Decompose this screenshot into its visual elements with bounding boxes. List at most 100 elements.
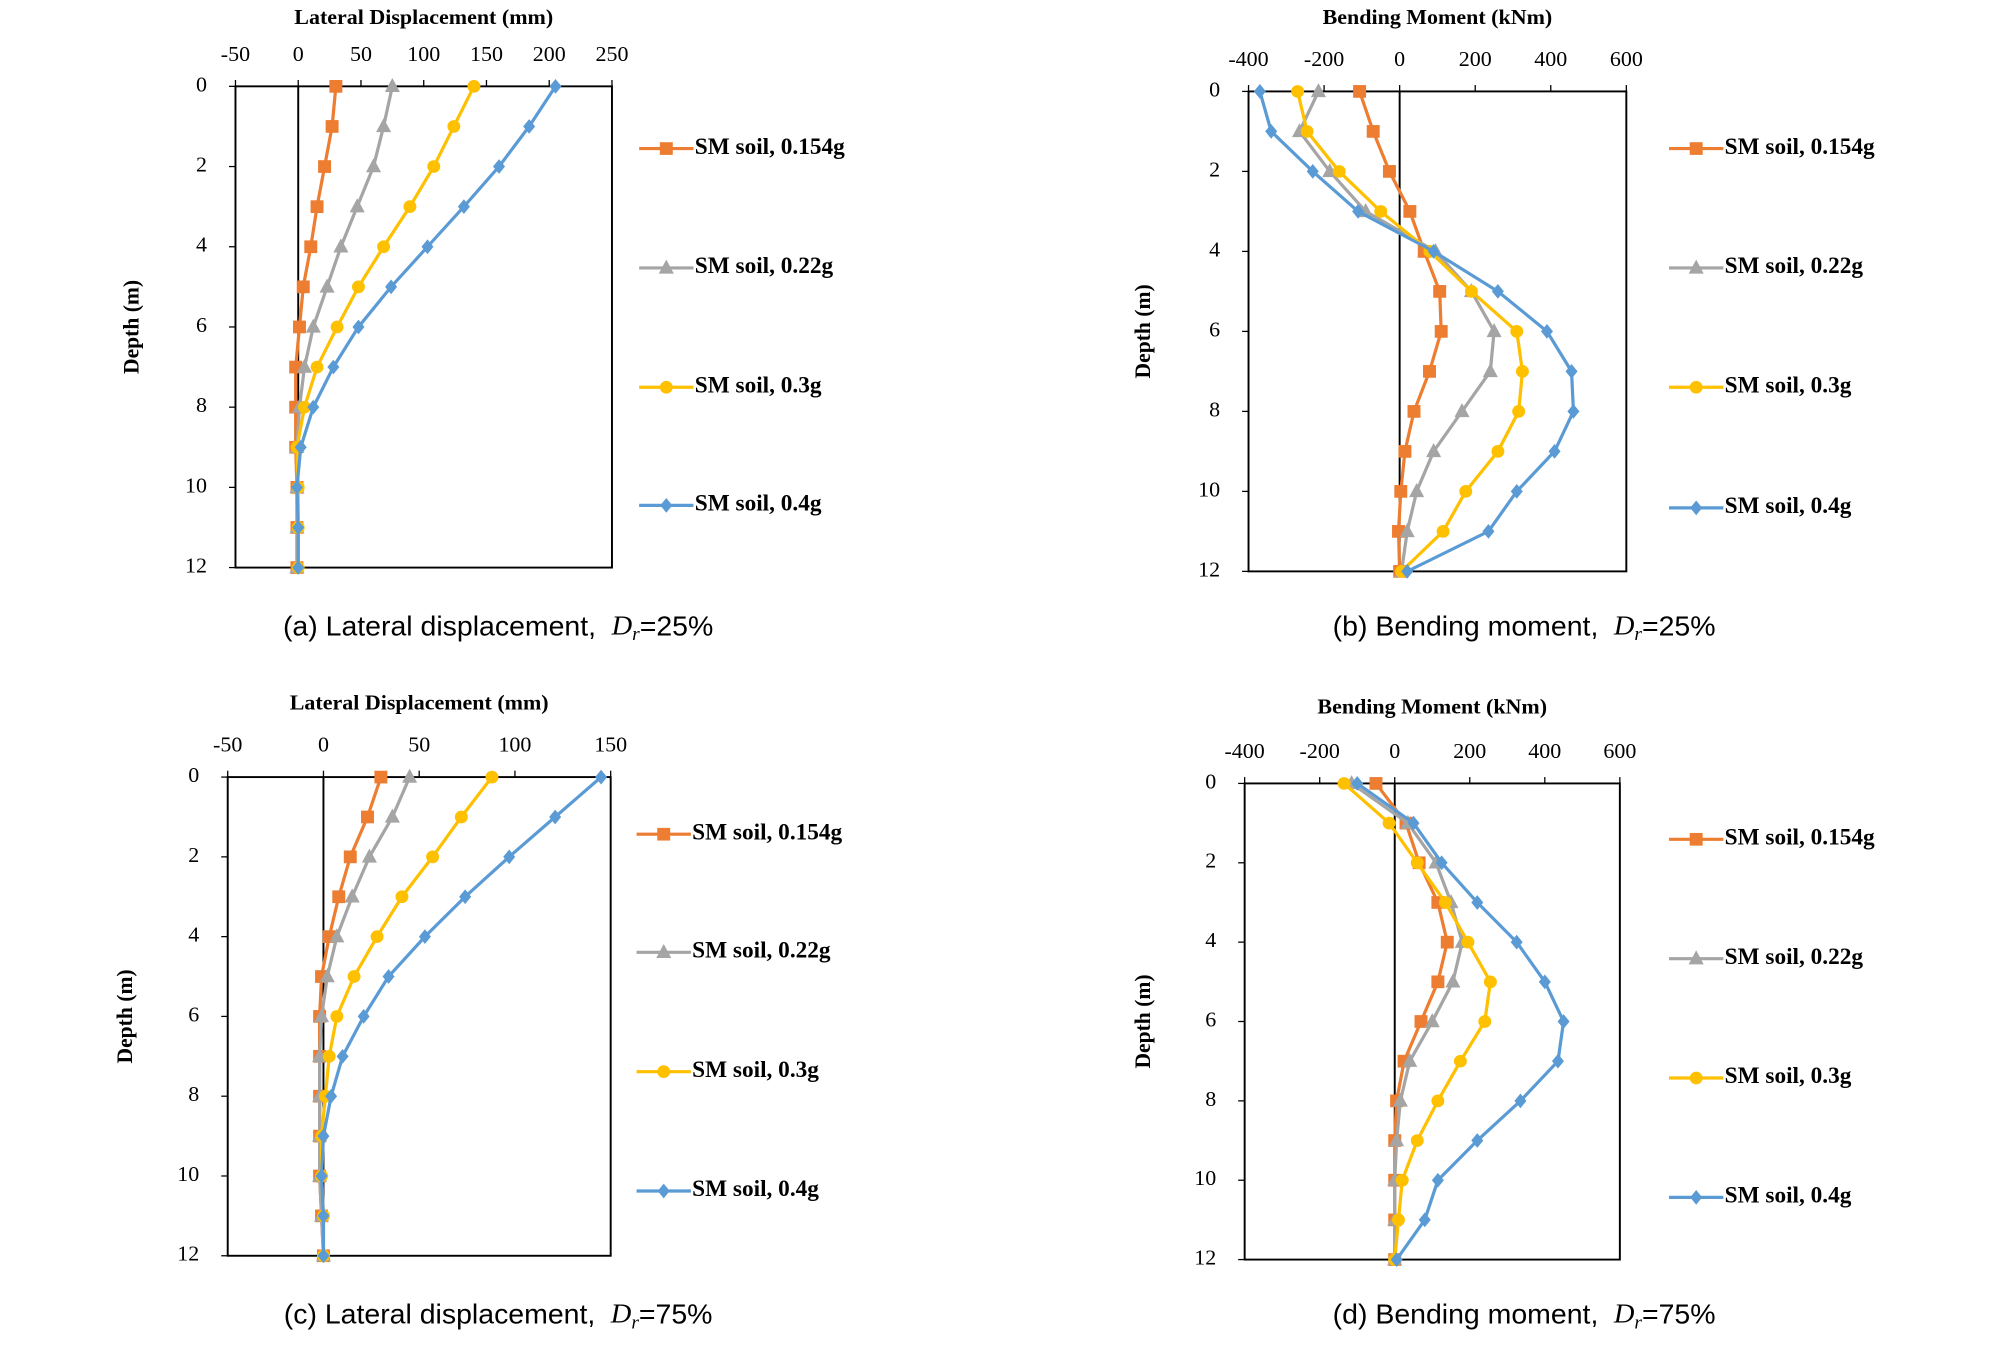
- x-tick-label: -400: [1228, 47, 1268, 71]
- marker: [1253, 84, 1266, 99]
- series-line: [1296, 91, 1525, 573]
- marker: [1433, 285, 1447, 298]
- marker: [1565, 364, 1578, 379]
- marker: [493, 159, 506, 174]
- marker: [317, 1128, 330, 1144]
- marker: [403, 200, 417, 213]
- legend-label: SM soil, 0.3g: [1725, 1062, 1852, 1088]
- y-tick-label: 10: [177, 1162, 199, 1186]
- legend-marker: [1689, 380, 1703, 394]
- marker: [1394, 485, 1408, 498]
- marker: [1427, 244, 1440, 259]
- marker: [1538, 974, 1551, 990]
- marker: [1306, 164, 1319, 179]
- y-tick-label: 8: [188, 1082, 199, 1106]
- chart-title: Lateral Displacement (mm): [290, 691, 549, 715]
- marker: [1434, 325, 1448, 338]
- marker: [310, 360, 324, 374]
- legend-label: SM soil, 0.22g: [692, 937, 831, 963]
- marker: [336, 1048, 349, 1064]
- marker: [1431, 1172, 1444, 1188]
- marker: [1398, 445, 1412, 458]
- marker: [325, 1088, 338, 1104]
- marker: [1392, 1213, 1405, 1227]
- y-tick-label: 6: [188, 1003, 199, 1027]
- marker: [1352, 204, 1365, 219]
- marker: [595, 769, 608, 785]
- plot-frame: [1243, 782, 1621, 1261]
- marker: [1482, 524, 1495, 539]
- x-tick-label: 150: [470, 42, 503, 66]
- x-tick-label: 600: [1603, 739, 1636, 763]
- marker: [1337, 777, 1351, 790]
- marker: [317, 1248, 330, 1264]
- caption: (c) Lateral displacement, Dr=75%: [284, 1298, 713, 1333]
- caption-value: =25%: [640, 610, 714, 642]
- marker: [344, 888, 360, 903]
- series-line: [1350, 782, 1464, 1260]
- marker: [1440, 935, 1454, 949]
- marker: [1389, 1132, 1405, 1147]
- y-tick-label: 12: [177, 1242, 199, 1266]
- marker: [318, 160, 332, 173]
- caption-symbol: D: [611, 611, 633, 642]
- legend-label: SM soil, 0.154g: [692, 819, 842, 845]
- legend-marker: [1688, 950, 1704, 965]
- marker: [1366, 125, 1380, 138]
- legend-marker: [657, 827, 671, 841]
- y-tick-label: 6: [1205, 1008, 1216, 1032]
- y-tick-label: 4: [188, 923, 199, 947]
- marker: [1401, 564, 1414, 579]
- marker: [1471, 1133, 1484, 1148]
- marker: [1431, 975, 1445, 989]
- marker: [329, 928, 345, 943]
- x-tick-label: 50: [350, 42, 372, 66]
- y-tick-label: 10: [1194, 1166, 1216, 1190]
- marker: [459, 889, 472, 905]
- marker: [317, 1208, 330, 1224]
- legend-label: SM soil, 0.3g: [692, 1056, 819, 1082]
- marker: [1382, 816, 1396, 830]
- marker: [1491, 284, 1504, 299]
- marker: [333, 238, 349, 253]
- caption-subscript: r: [631, 1313, 639, 1334]
- y-tick-label: 0: [1209, 78, 1220, 102]
- legend-label: SM soil, 0.4g: [695, 490, 822, 516]
- legend-marker: [658, 259, 674, 274]
- marker: [1402, 1052, 1418, 1067]
- x-tick-label: -50: [221, 42, 250, 66]
- x-tick-label: 0: [293, 42, 304, 66]
- x-tick-label: 50: [408, 733, 430, 757]
- plot-frame: [234, 85, 613, 569]
- marker: [457, 199, 470, 215]
- marker: [361, 848, 377, 863]
- legend-marker: [659, 142, 673, 155]
- marker: [325, 120, 339, 133]
- x-tick-label: 200: [533, 42, 566, 66]
- legend-label: SM soil, 0.3g: [1725, 372, 1852, 398]
- chart: Bending Moment (kNm) -400 -200 0 200 400 600 0 2…: [1131, 695, 1875, 1334]
- x-tick-label: 150: [594, 733, 627, 757]
- marker: [1399, 523, 1415, 538]
- legend-marker: [1688, 259, 1704, 274]
- marker: [310, 200, 324, 213]
- marker: [1332, 165, 1346, 178]
- legend-marker: [1690, 1189, 1703, 1205]
- marker: [1461, 935, 1475, 949]
- legend-label: SM soil, 0.22g: [1725, 943, 1864, 969]
- plot-frame: [226, 776, 612, 1257]
- legend-label: SM soil, 0.154g: [695, 133, 845, 159]
- chart: Lateral Displacement (mm)-50 0 50 100 150 200…: [119, 5, 845, 645]
- marker: [426, 850, 440, 864]
- marker: [384, 77, 400, 93]
- marker: [1540, 324, 1553, 339]
- y-axis-label: Depth (m): [1131, 974, 1155, 1068]
- marker: [1471, 895, 1484, 910]
- marker: [1369, 777, 1383, 790]
- caption-text: (a) Lateral displacement,: [283, 610, 596, 642]
- marker: [1310, 83, 1326, 98]
- marker: [1409, 483, 1425, 498]
- caption-value: =75%: [1642, 1298, 1716, 1330]
- marker: [1514, 1093, 1527, 1109]
- y-tick-label: 10: [1198, 478, 1220, 502]
